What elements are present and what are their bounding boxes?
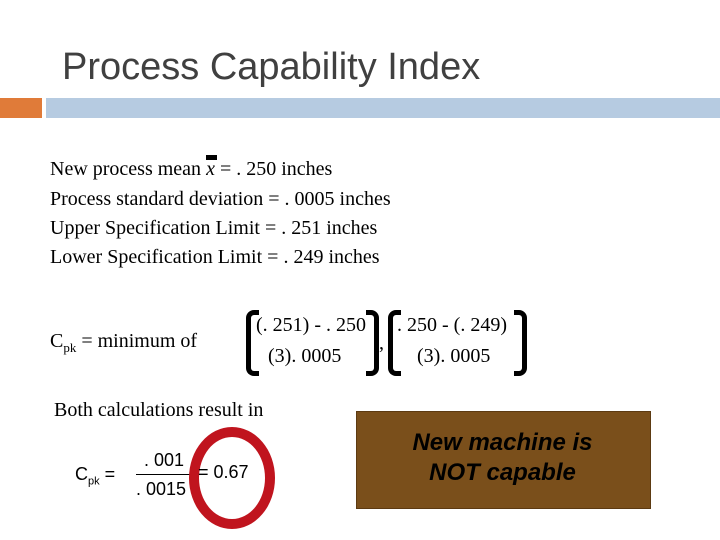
cpk-formula-label: Cpk = minimum of bbox=[50, 330, 198, 355]
right-bracket-2 bbox=[514, 310, 527, 376]
calc-result: = 0.67 bbox=[198, 462, 249, 482]
term2-numerator: . 250 - (. 249) bbox=[397, 314, 507, 336]
mean-prefix: New process mean bbox=[50, 158, 207, 180]
calc-numerator: . 001 bbox=[144, 450, 185, 470]
calc-label: Cpk = bbox=[75, 464, 116, 488]
term-separator: , bbox=[379, 332, 384, 354]
left-bracket-1 bbox=[246, 310, 259, 376]
lsl-line: Lower Specification Limit = . 249 inches bbox=[50, 246, 380, 268]
conclusion-text: Both calculations result in bbox=[54, 399, 264, 421]
std-dev-line: Process standard deviation = . 0005 inch… bbox=[50, 188, 391, 210]
usl-line: Upper Specification Limit = . 251 inches bbox=[50, 217, 378, 239]
term2-denominator: (3). 0005 bbox=[417, 345, 491, 367]
verdict-text: New machine is NOT capable bbox=[412, 429, 593, 486]
term1-numerator: (. 251) - . 250 bbox=[256, 314, 366, 336]
slide-title: Process Capability Index bbox=[62, 46, 481, 88]
fraction-bar bbox=[136, 474, 192, 475]
term1-denominator: (3). 0005 bbox=[268, 345, 342, 367]
mean-line: New process mean x = . 250 inches bbox=[50, 155, 333, 181]
left-bracket-2 bbox=[388, 310, 401, 376]
calc-denominator: . 0015 bbox=[136, 479, 187, 499]
mean-value: = . 250 inches bbox=[214, 158, 333, 180]
right-bracket-1 bbox=[366, 310, 379, 376]
verdict-box bbox=[356, 411, 651, 509]
highlight-ring bbox=[189, 427, 275, 529]
title-divider-bar bbox=[46, 98, 720, 118]
title-accent-bar bbox=[0, 98, 42, 118]
x-bar-symbol: x bbox=[206, 155, 217, 180]
